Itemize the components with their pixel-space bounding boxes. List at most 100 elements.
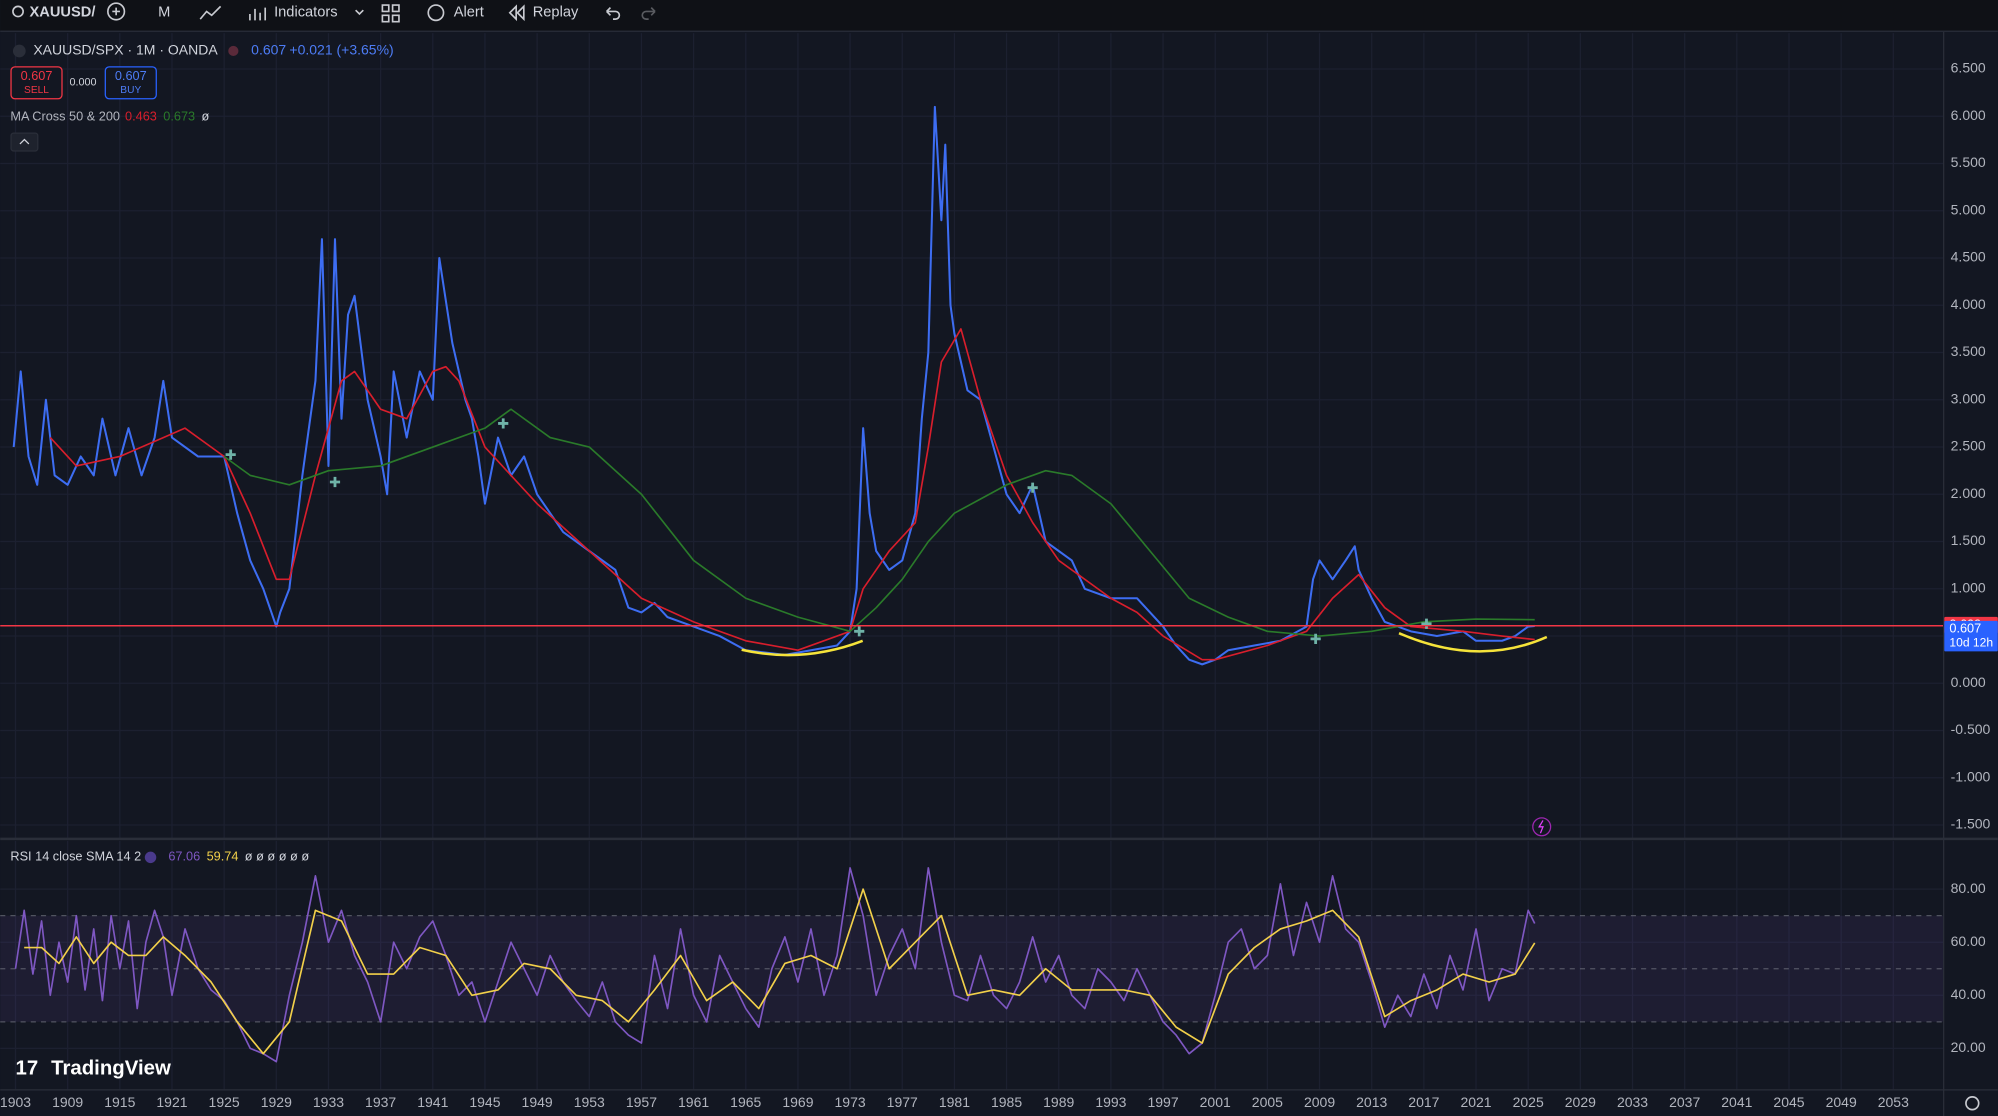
lightning-bolt <box>1538 820 1544 834</box>
y-tick-label: 6.500 <box>1951 60 1986 76</box>
x-tick-label: 1965 <box>730 1094 761 1110</box>
series-line <box>14 867 1536 1063</box>
x-tick-label: 1997 <box>1147 1094 1178 1110</box>
series-line <box>24 888 1536 1055</box>
search-icon[interactable] <box>12 5 24 18</box>
x-tick-label: 1969 <box>782 1094 813 1110</box>
ma-cross-marker <box>854 626 865 637</box>
alert-icon[interactable] <box>427 4 445 22</box>
x-tick-label: 1985 <box>991 1094 1022 1110</box>
indicators-button[interactable]: Indicators <box>274 5 337 21</box>
buy-price[interactable]: 0.607 <box>115 68 147 83</box>
series-line <box>12 105 1535 666</box>
symbol[interactable]: XAUUSD/ <box>30 5 96 21</box>
dropdown-chevron[interactable] <box>355 9 364 16</box>
chart-type-icon[interactable] <box>199 5 222 20</box>
x-tick-label: 1925 <box>209 1094 240 1110</box>
replay-icon[interactable] <box>508 4 525 22</box>
alert-button[interactable]: Alert <box>454 5 484 21</box>
settings-icon[interactable] <box>1965 1096 1980 1111</box>
add-symbol[interactable] <box>107 2 126 21</box>
x-tick-label: 2041 <box>1721 1094 1752 1110</box>
y-tick-label: 1.000 <box>1951 579 1986 595</box>
y-tick-label: -1.500 <box>1951 816 1991 832</box>
x-tick-label: 1977 <box>887 1094 918 1110</box>
undo[interactable] <box>606 7 621 20</box>
indicator-name: MA Cross 50 & 200 <box>10 109 120 124</box>
y-tick-label: 2.000 <box>1951 485 1986 501</box>
buy-label[interactable]: BUY <box>120 85 141 96</box>
x-tick-label: 1933 <box>313 1094 344 1110</box>
indicator-value: 0.673 <box>163 109 195 124</box>
status-dot <box>228 45 239 57</box>
ma-cross-marker <box>498 418 509 429</box>
y-tick-label: 6.000 <box>1951 107 1986 123</box>
ma-cross-marker <box>225 449 236 460</box>
series-line <box>223 408 1535 637</box>
y-tick-label: 5.000 <box>1951 201 1986 217</box>
x-tick-label: 1981 <box>939 1094 970 1110</box>
indicator-extra: ø <box>201 109 209 124</box>
replay-button[interactable]: Replay <box>533 5 579 21</box>
rsi-sma-value: 59.74 <box>207 849 239 864</box>
redo[interactable] <box>641 7 656 20</box>
x-tick-label: 1953 <box>574 1094 605 1110</box>
x-tick-label: 2013 <box>1356 1094 1387 1110</box>
x-tick-label: 2053 <box>1878 1094 1909 1110</box>
x-tick-label: 2037 <box>1669 1094 1700 1110</box>
y-tick-label: 4.000 <box>1951 296 1986 312</box>
x-tick-label: 1957 <box>626 1094 657 1110</box>
watermark-logo: 17 <box>15 1057 38 1079</box>
last-price: 0.607 <box>251 42 286 58</box>
symbol-logo <box>12 44 26 58</box>
price-label-box <box>1944 620 1998 652</box>
sell-label[interactable]: SELL <box>24 85 49 96</box>
ma-cross-marker <box>329 476 341 488</box>
sell-button[interactable] <box>10 66 63 100</box>
y-tick-label: 3.500 <box>1951 343 1986 359</box>
x-tick-label: 2005 <box>1252 1094 1283 1110</box>
rsi-title: RSI 14 close SMA 14 2 <box>10 849 141 864</box>
y-tick-label: 60.00 <box>1951 933 1986 949</box>
x-tick-label: 1929 <box>261 1094 292 1110</box>
rsi-value: 67.06 <box>168 849 200 864</box>
x-tick-label: 2017 <box>1408 1094 1439 1110</box>
y-tick-label: 40.00 <box>1951 986 1986 1002</box>
series-title: XAUUSD/SPX · 1M · OANDA <box>33 42 218 58</box>
x-tick-label: 1993 <box>1095 1094 1126 1110</box>
y-tick-label: 2.500 <box>1951 438 1986 454</box>
y-tick-label: 5.500 <box>1951 154 1986 170</box>
x-tick-label: 2029 <box>1565 1094 1596 1110</box>
indicators-icon[interactable] <box>249 7 267 21</box>
x-tick-label: 1909 <box>52 1094 83 1110</box>
price-label: 0.607 <box>1949 620 1981 635</box>
collapse-legend[interactable] <box>10 132 39 152</box>
buy-button[interactable] <box>104 66 157 100</box>
drawing-highlight[interactable] <box>1398 631 1548 653</box>
layout-icon[interactable] <box>381 4 400 23</box>
y-tick-label: 80.00 <box>1951 880 1986 896</box>
rsi-status <box>144 851 157 864</box>
indicator-value: 0.463 <box>125 109 157 124</box>
y-tick-label: 1.500 <box>1951 532 1986 548</box>
series-line <box>49 328 1535 661</box>
x-tick-label: 2049 <box>1826 1094 1857 1110</box>
x-tick-label: 2021 <box>1460 1094 1491 1110</box>
lightning-icon[interactable] <box>1532 817 1552 837</box>
plot-layer <box>0 105 1944 1063</box>
x-tick-label: 2001 <box>1200 1094 1231 1110</box>
x-tick-label: 1903 <box>0 1094 31 1110</box>
x-tick-label: 1945 <box>469 1094 500 1110</box>
sell-price[interactable]: 0.607 <box>21 68 53 83</box>
x-tick-label: 1941 <box>417 1094 448 1110</box>
y-tick-label: 0.000 <box>1951 674 1986 690</box>
x-tick-label: 2009 <box>1304 1094 1335 1110</box>
drawing-highlight[interactable] <box>741 639 864 657</box>
y-tick-label: -1.000 <box>1951 768 1991 784</box>
interval[interactable]: M <box>158 5 170 21</box>
grid-layer <box>0 33 1944 1090</box>
x-tick-label: 2045 <box>1773 1094 1804 1110</box>
y-tick-label: 3.000 <box>1951 390 1986 406</box>
